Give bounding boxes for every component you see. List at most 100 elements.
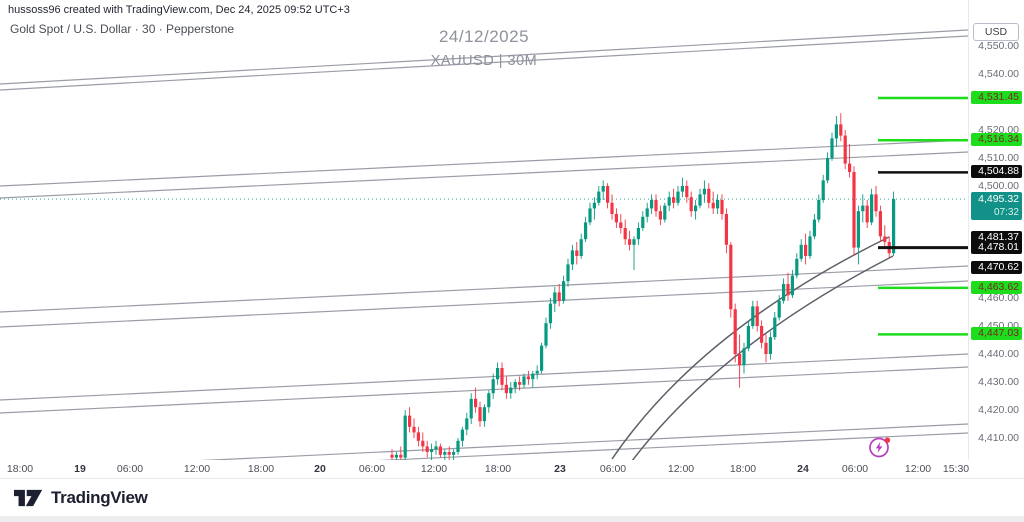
candle-body (460, 429, 464, 441)
candle-body (702, 188, 706, 195)
candle-body (390, 454, 394, 458)
curved-trendline[interactable] (631, 255, 894, 462)
candle-body (619, 222, 623, 228)
price-level-chip[interactable]: 4,516.34 (971, 133, 1022, 147)
candle-body (804, 244, 808, 256)
tradingview-logo-icon (14, 489, 43, 507)
time-axis-label: 12:00 (420, 463, 448, 475)
price-axis-label: 4,460.00 (978, 292, 1019, 304)
trendline[interactable] (0, 35, 968, 91)
candle-body (601, 186, 605, 192)
candle-body (680, 186, 684, 192)
candle-body (566, 264, 570, 282)
price-axis-label: 4,520.00 (978, 124, 1019, 136)
candle-body (394, 454, 398, 458)
candle-body (729, 244, 733, 310)
candle-body (716, 200, 720, 209)
price-level-chip[interactable]: 4,531.45 (971, 90, 1022, 104)
candle-body (452, 452, 456, 455)
candle-body (592, 202, 596, 209)
time-axis-label: 12:00 (183, 463, 211, 475)
tradingview-logo[interactable]: TradingView (14, 486, 148, 510)
candle-body (830, 138, 834, 158)
candle-body (865, 205, 869, 223)
candle-body (843, 135, 847, 164)
time-axis-label: 06:00 (841, 463, 869, 475)
trendline[interactable] (149, 423, 968, 464)
candle-body (720, 200, 724, 214)
trendline[interactable] (0, 366, 968, 414)
candle-body (412, 426, 416, 433)
price-level-chip[interactable]: 4,504.88 (971, 165, 1022, 179)
quick-trade-bolt-icon[interactable] (868, 435, 892, 459)
price-axis[interactable]: USD 4,550.00 4,540.00 4,520.00 4,510.00 4,50… (968, 0, 1024, 460)
trendline[interactable] (0, 29, 968, 85)
candle-body (738, 354, 742, 366)
time-axis[interactable]: 18:00 19 06:00 12:00 18:00 20 06:00 12:00 18:00 2… (0, 460, 1024, 479)
price-level-chip[interactable]: 4,478.01 (971, 240, 1022, 254)
candle-body (667, 197, 671, 206)
candle-body (526, 376, 530, 380)
candle-body (588, 208, 592, 223)
candle-body (777, 300, 781, 318)
candle-body (645, 208, 649, 217)
candle-body (474, 398, 478, 408)
price-level-chip[interactable]: 4,470.62 (971, 261, 1022, 275)
trendline[interactable] (0, 151, 968, 199)
candle-body (562, 281, 566, 301)
symbol-legend[interactable]: Gold Spot / U.S. Dollar · 30 · Peppersto… (10, 22, 235, 36)
candle-body (606, 186, 610, 203)
candle-body (531, 373, 535, 380)
trendline[interactable] (0, 265, 968, 313)
candle-body (883, 236, 887, 242)
trendline[interactable] (0, 353, 968, 401)
time-axis-label: 06:00 (599, 463, 627, 475)
time-axis-label: 15:30 (942, 463, 970, 475)
footer-bar: TradingView (0, 480, 1024, 516)
time-axis-label: 24 (797, 463, 809, 475)
candle-body (465, 418, 469, 430)
candle-body (513, 382, 517, 388)
candle-body (821, 180, 825, 200)
candle-body (768, 337, 772, 354)
price-level-chip[interactable]: 4,447.03 (971, 327, 1022, 341)
curved-trendline[interactable] (611, 236, 890, 460)
candle-body (751, 306, 755, 326)
candle-body (548, 303, 552, 324)
candle-body (874, 194, 878, 212)
candle-body (742, 348, 746, 366)
candle-body (540, 345, 544, 371)
time-axis-label: 20 (314, 463, 326, 475)
candle-body (790, 275, 794, 296)
price-level-chip[interactable]: 4,463.62 (971, 280, 1022, 294)
time-axis-label: 18:00 (247, 463, 275, 475)
candlestick-chart[interactable] (0, 0, 968, 478)
currency-toggle-button[interactable]: USD (973, 23, 1019, 41)
candle-body (839, 124, 843, 136)
time-axis-label: 18:00 (729, 463, 757, 475)
candle-body (799, 244, 803, 259)
attribution-text: hussoss96 created with TradingView.com, … (8, 4, 350, 16)
trendline[interactable] (0, 280, 968, 328)
candle-body (632, 239, 636, 245)
price-axis-label: 4,550.00 (978, 40, 1019, 52)
candle-body (430, 449, 434, 452)
candle-body (535, 370, 539, 374)
candle-body (724, 214, 728, 245)
candle-body (522, 376, 526, 385)
price-axis-label: 4,540.00 (978, 68, 1019, 80)
time-axis-label: 18:00 (6, 463, 34, 475)
time-axis-label: 12:00 (667, 463, 695, 475)
time-axis-label: 06:00 (358, 463, 386, 475)
candle-body (663, 205, 667, 220)
candle-body (654, 200, 658, 212)
candle-body (482, 407, 486, 422)
candle-body (711, 202, 715, 209)
candle-body (826, 158, 830, 181)
candle-body (438, 446, 442, 455)
candle-body (408, 415, 412, 427)
candle-body (658, 211, 662, 220)
candle-body (641, 216, 645, 228)
trendline[interactable] (0, 139, 968, 187)
candle-body (650, 200, 654, 209)
